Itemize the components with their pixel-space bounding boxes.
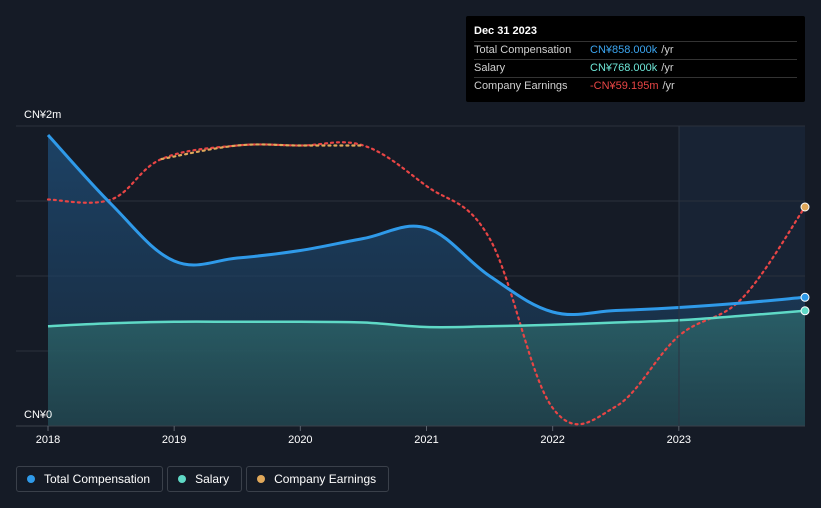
y-tick-label-max: CN¥2m xyxy=(24,109,61,121)
legend-item-salary[interactable]: Salary xyxy=(167,466,243,492)
legend-dot-icon xyxy=(178,475,187,483)
legend-label: Total Compensation xyxy=(44,472,151,486)
tooltip-value: CN¥768.000k xyxy=(590,62,658,74)
company-earnings-line-positive xyxy=(160,143,365,161)
legend-label: Company Earnings xyxy=(274,472,377,486)
total-compensation-end-marker[interactable] xyxy=(800,292,810,302)
x-axis-ticks: 2018 2019 2020 2021 2022 2023 xyxy=(36,426,691,446)
tooltip-date: Dec 31 2023 xyxy=(474,25,537,37)
salary-end-marker[interactable] xyxy=(800,306,810,316)
tooltip-label: Total Compensation xyxy=(474,44,572,56)
tooltip-value: -CN¥59.195m xyxy=(590,80,659,92)
x-tick-label: 2022 xyxy=(540,434,564,446)
tooltip-row-company-earnings: Company Earnings -CN¥59.195m /yr xyxy=(474,77,797,95)
x-tick-label: 2023 xyxy=(667,434,691,446)
legend-dot-icon xyxy=(27,475,35,483)
tooltip-unit: /yr xyxy=(662,80,675,92)
legend-label: Salary xyxy=(195,472,230,486)
tooltip-row-total-compensation: Total Compensation CN¥858.000k /yr xyxy=(474,41,797,59)
tooltip-label: Salary xyxy=(474,62,506,74)
legend-item-total-compensation[interactable]: Total Compensation xyxy=(16,466,164,492)
x-tick-label: 2020 xyxy=(288,434,312,446)
tooltip: Dec 31 2023 Total Compensation CN¥858.00… xyxy=(466,16,805,102)
tooltip-unit: /yr xyxy=(661,44,674,56)
tooltip-value: CN¥858.000k xyxy=(590,44,658,56)
x-tick-label: 2018 xyxy=(36,434,60,446)
legend: Total Compensation Salary Company Earnin… xyxy=(16,466,393,492)
tooltip-unit: /yr xyxy=(661,62,674,74)
tooltip-row-salary: Salary CN¥768.000k /yr xyxy=(474,59,797,77)
company-earnings-end-marker[interactable] xyxy=(800,202,810,212)
legend-dot-icon xyxy=(257,475,266,483)
total-compensation-line xyxy=(46,133,806,317)
legend-item-company-earnings[interactable]: Company Earnings xyxy=(246,466,390,492)
y-tick-label-min: CN¥0 xyxy=(24,409,52,421)
x-tick-label: 2021 xyxy=(414,434,438,446)
tooltip-label: Company Earnings xyxy=(474,80,568,92)
x-tick-label: 2019 xyxy=(162,434,186,446)
salary-area xyxy=(48,310,805,426)
